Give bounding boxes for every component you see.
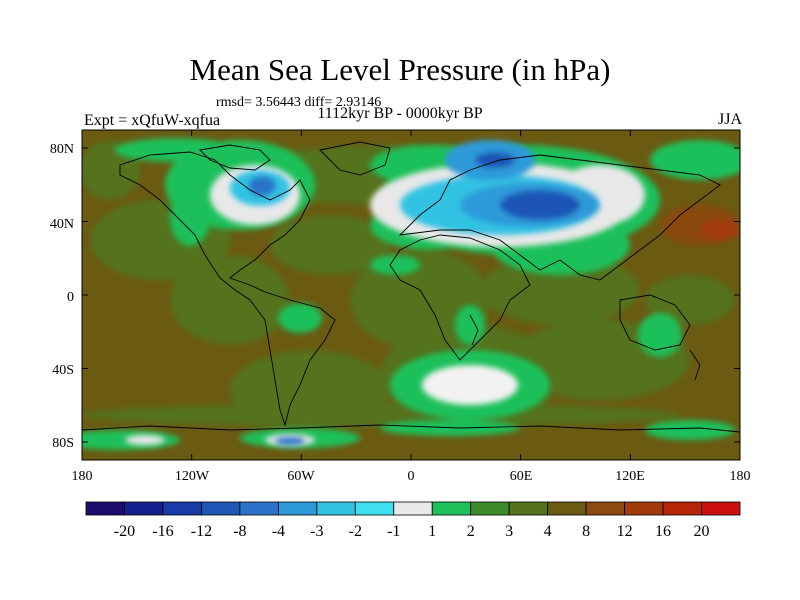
stats-label: rmsd= 3.56443 diff= 2.93146 [216,95,382,110]
colorbar-box [277,501,318,516]
colorbar-box [701,501,741,516]
colorbar-box [547,501,587,516]
lon-label-180e: 180 [730,469,751,484]
colorbar-label: -12 [191,523,212,540]
lat-label-0: 0 [67,290,74,305]
lon-label-120e: 120E [615,469,645,484]
season-label: JJA [717,111,742,128]
colorbar-box [162,501,202,516]
colorbar-box [354,501,395,516]
lat-labels: 80N 40N 0 40S 80S [50,142,74,451]
lon-label-180w: 180 [72,469,93,484]
colorbar-label: 4 [544,523,552,540]
colorbar-label: -1 [387,523,400,540]
colorbar-box [624,501,664,516]
lon-label-0: 0 [408,469,415,484]
colorbar-label: -20 [114,523,135,540]
colorbar [85,501,741,516]
colorbar-label: 20 [694,523,710,540]
lon-label-60e: 60E [510,469,533,484]
field-layer [82,130,740,460]
colorbar-box [470,501,510,516]
axis-ticks [81,130,741,460]
lat-label-40s: 40S [52,363,74,378]
colorbar-label: -8 [233,523,246,540]
lon-label-120w: 120W [175,469,210,484]
colorbar-box [124,501,164,516]
colorbar-label: 1 [428,523,436,540]
experiment-label: Expt = xQfuW-xqfua [84,112,221,129]
chart-title: Mean Sea Level Pressure (in hPa) [189,52,611,87]
colorbar-label: -16 [152,523,173,540]
colorbar-label: 12 [617,523,633,540]
lat-label-80n: 80N [50,142,74,157]
colorbar-label: 3 [505,523,513,540]
colorbar-box [431,501,472,516]
lat-label-40n: 40N [50,217,74,232]
colorbar-box [201,501,241,516]
colorbar-label: 2 [467,523,475,540]
coastlines [82,141,740,433]
colorbar-label: 8 [582,523,590,540]
lon-labels: 180 120W 60W 0 60E 120E 180 [72,469,751,484]
colorbar-box [316,501,356,516]
colorbar-label: -3 [310,523,323,540]
colorbar-box [393,501,433,516]
colorbar-box [508,501,549,516]
period-label: 1112kyr BP - 0000kyr BP [317,105,483,122]
colorbar-label: -2 [349,523,362,540]
colorbar-labels: -20 -16 -12 -8 -4 -3 -2 -1 1 2 3 4 8 12 16 20 [114,523,710,540]
lat-label-80s: 80S [52,436,74,451]
colorbar-box [85,501,125,516]
colorbar-label: -4 [272,523,285,540]
colorbar-box [239,501,279,516]
lon-label-60w: 60W [287,469,315,484]
colorbar-box [585,501,625,516]
colorbar-box [662,501,702,516]
colorbar-label: 16 [655,523,671,540]
